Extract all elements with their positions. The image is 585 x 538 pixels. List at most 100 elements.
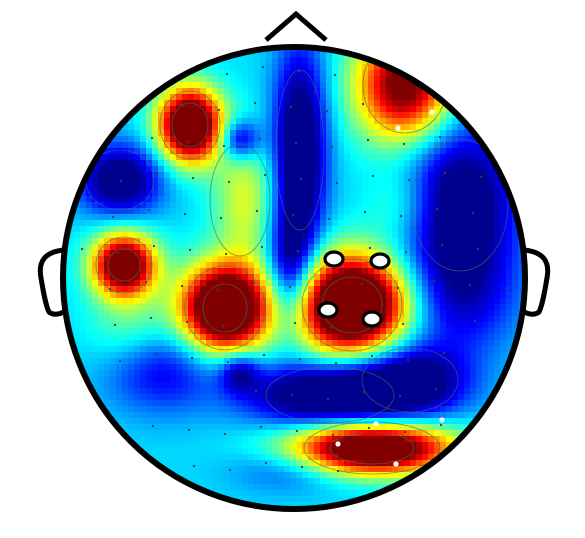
activity-cell [332, 244, 339, 251]
activity-cell [416, 130, 423, 137]
activity-cell [476, 160, 483, 167]
activity-cell [266, 112, 273, 119]
activity-cell [488, 232, 495, 239]
activity-cell [476, 268, 483, 275]
activity-cell [224, 262, 231, 269]
activity-cell [488, 238, 495, 245]
activity-cell [176, 106, 183, 113]
activity-cell [494, 226, 501, 233]
activity-cell [398, 184, 405, 191]
activity-cell [224, 88, 231, 95]
activity-cell [428, 430, 435, 437]
activity-cell [200, 112, 207, 119]
activity-cell [308, 142, 315, 149]
activity-cell [290, 436, 297, 443]
activity-cell [356, 304, 363, 311]
activity-cell [308, 472, 315, 479]
activity-cell [194, 220, 201, 227]
activity-cell [206, 280, 213, 287]
activity-cell [266, 220, 273, 227]
activity-cell [434, 196, 441, 203]
activity-cell [344, 442, 351, 449]
activity-cell [92, 328, 99, 335]
activity-cell [368, 430, 375, 437]
activity-cell [290, 358, 297, 365]
activity-cell [368, 118, 375, 125]
activity-cell [224, 136, 231, 143]
activity-cell [320, 82, 327, 89]
activity-cell [452, 268, 459, 275]
activity-cell [320, 106, 327, 113]
activity-cell [494, 148, 501, 155]
activity-cell [416, 442, 423, 449]
activity-cell [494, 310, 501, 317]
activity-cell [524, 316, 525, 323]
activity-cell [236, 220, 243, 227]
activity-cell [140, 274, 147, 281]
activity-cell [290, 310, 297, 317]
activity-cell [452, 328, 459, 335]
activity-cell [104, 166, 111, 173]
activity-cell [188, 160, 195, 167]
activity-cell [188, 454, 195, 461]
activity-cell [122, 226, 129, 233]
activity-cell [446, 316, 453, 323]
activity-cell [206, 424, 213, 431]
activity-cell [440, 190, 447, 197]
activity-cell [284, 382, 291, 389]
activity-cell [302, 286, 309, 293]
activity-cell [368, 460, 375, 467]
activity-cell [314, 232, 321, 239]
activity-cell [422, 286, 429, 293]
activity-cell [140, 328, 147, 335]
activity-cell [362, 250, 369, 257]
activity-cell [218, 466, 225, 473]
activity-cell [440, 322, 447, 329]
activity-cell [194, 214, 201, 221]
activity-cell [224, 310, 231, 317]
activity-cell [128, 406, 135, 413]
activity-cell [74, 178, 81, 185]
activity-cell [164, 184, 171, 191]
activity-cell [116, 442, 123, 449]
activity-cell [506, 274, 513, 281]
activity-cell [296, 154, 303, 161]
activity-cell [512, 298, 519, 305]
activity-cell [458, 106, 465, 113]
activity-cell [86, 274, 93, 281]
activity-cell [200, 346, 207, 353]
activity-cell [260, 250, 267, 257]
activity-cell [374, 64, 381, 71]
activity-cell [92, 220, 99, 227]
activity-cell [248, 484, 255, 491]
activity-cell [260, 424, 267, 431]
activity-cell [176, 460, 183, 467]
activity-cell [236, 490, 243, 497]
activity-cell [260, 214, 267, 221]
activity-cell [326, 142, 333, 149]
activity-cell [266, 142, 273, 149]
activity-cell [230, 112, 237, 119]
activity-cell [176, 316, 183, 323]
activity-cell [278, 166, 285, 173]
activity-cell [374, 274, 381, 281]
activity-cell [152, 430, 159, 437]
activity-cell [236, 478, 243, 485]
activity-cell [326, 328, 333, 335]
activity-cell [110, 394, 117, 401]
activity-cell [68, 316, 75, 323]
activity-cell [188, 274, 195, 281]
activity-cell [164, 202, 171, 209]
activity-cell [440, 184, 447, 191]
activity-cell [224, 328, 231, 335]
activity-cell [200, 130, 207, 137]
activity-cell [386, 232, 393, 239]
activity-cell [164, 478, 171, 485]
activity-cell [98, 388, 105, 395]
activity-cell [392, 418, 399, 425]
activity-cell [146, 118, 153, 125]
activity-cell [338, 40, 345, 47]
activity-cell [524, 340, 525, 347]
activity-cell [458, 124, 465, 131]
activity-cell [326, 298, 333, 305]
